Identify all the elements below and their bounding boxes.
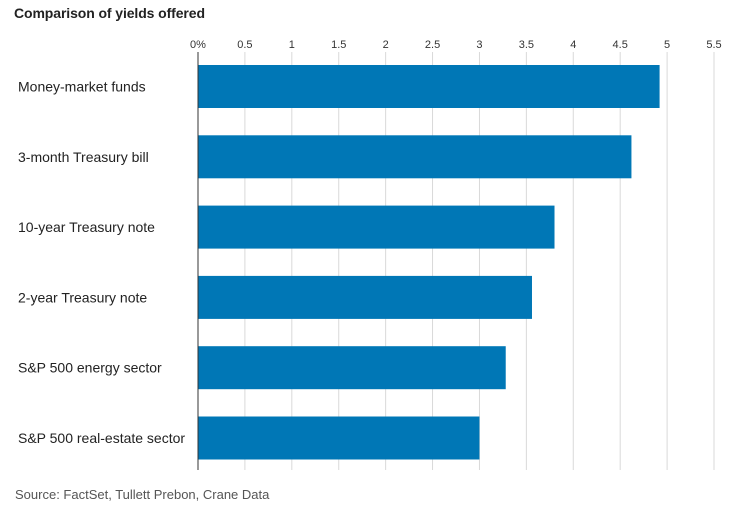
category-label: S&P 500 real-estate sector	[18, 430, 185, 446]
bar	[198, 416, 480, 460]
bar	[198, 65, 660, 108]
x-tick-label: 0%	[190, 39, 206, 51]
x-tick-label: 1.5	[331, 39, 346, 51]
x-tick-label: 3	[476, 39, 482, 51]
category-label: 2-year Treasury note	[18, 289, 147, 305]
bars	[198, 65, 660, 460]
x-tick-label: 0.5	[237, 39, 252, 51]
bar	[198, 346, 506, 390]
category-label: 3-month Treasury bill	[18, 149, 149, 165]
x-tick-label: 2.5	[425, 39, 440, 51]
source-note: Source: FactSet, Tullett Prebon, Crane D…	[15, 487, 270, 502]
chart-title: Comparison of yields offered	[14, 5, 205, 21]
bar	[198, 275, 532, 319]
x-tick-label: 4.5	[613, 39, 628, 51]
x-tick-label: 5	[664, 39, 670, 51]
x-tick-label: 1	[289, 39, 295, 51]
bar-chart: 0% 0.5 1 1.5 2 2.5 3 3.5 4 4.5 5 5.5 Money-market f…	[18, 39, 722, 470]
grid-lines	[244, 52, 715, 470]
bar	[198, 135, 632, 179]
x-tick-label: 2	[383, 39, 389, 51]
category-label: 10-year Treasury note	[18, 219, 155, 235]
category-label: S&P 500 energy sector	[18, 360, 162, 376]
x-axis-ticks: 0% 0.5 1 1.5 2 2.5 3 3.5 4 4.5 5 5.5	[190, 39, 722, 51]
bar	[198, 205, 555, 249]
category-labels: Money-market funds 3-month Treasury bill 1…	[18, 79, 185, 447]
x-tick-label: 4	[570, 39, 576, 51]
x-tick-label: 5.5	[706, 39, 721, 51]
x-tick-label: 3.5	[519, 39, 534, 51]
category-label: Money-market funds	[18, 79, 146, 95]
